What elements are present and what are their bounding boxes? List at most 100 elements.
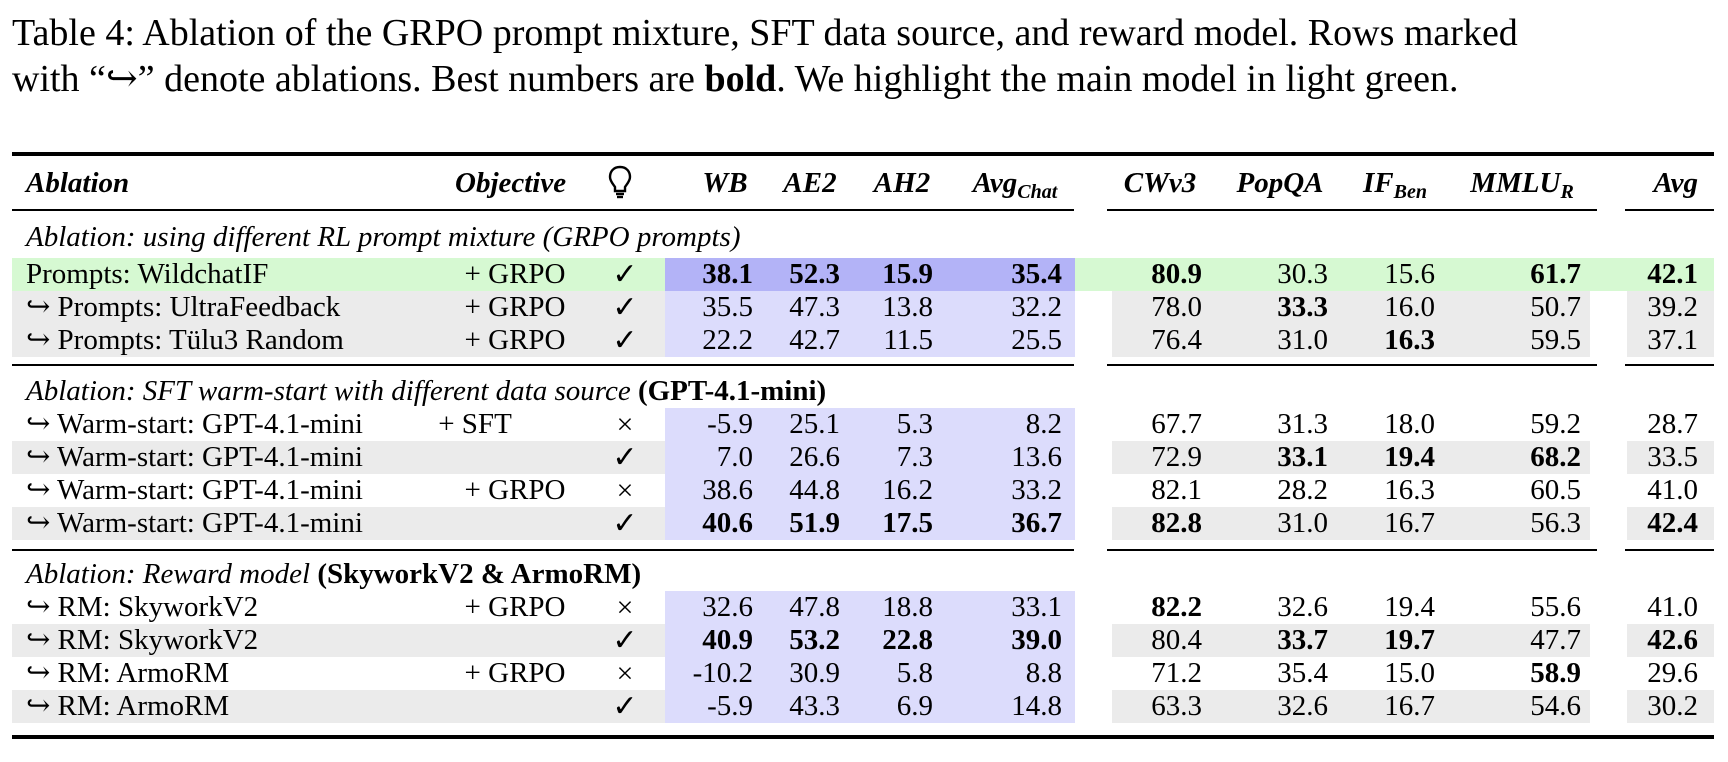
cell-ae2: 26.6 — [789, 441, 840, 473]
column-gap — [1590, 291, 1627, 357]
cell-wb: -10.2 — [692, 657, 753, 689]
cell-mmlur: 59.5 — [1530, 324, 1581, 356]
cell-objective — [440, 507, 590, 540]
cell-avgchat: 8.2 — [1025, 408, 1062, 440]
section-rule — [12, 549, 1074, 551]
cell-popqa: 31.3 — [1277, 408, 1328, 440]
cell-wb: 22.2 — [702, 324, 753, 356]
cell-mmlur: 50.7 — [1530, 291, 1581, 323]
cell-wb: 35.5 — [702, 291, 753, 323]
cell-ifben: 15.6 — [1384, 258, 1435, 290]
cell-ae2: 52.3 — [789, 258, 840, 290]
cell-cwv3: 80.9 — [1151, 258, 1202, 290]
cell-ah2: 15.9 — [882, 258, 933, 290]
header-objective: Objective — [455, 167, 567, 199]
header-rule — [1625, 209, 1714, 211]
cell-avgchat: 32.2 — [1011, 291, 1062, 323]
cell-mmlur: 47.7 — [1530, 624, 1581, 656]
cell-popqa: 31.0 — [1277, 324, 1328, 356]
cell-wb: 7.0 — [716, 441, 753, 473]
cell-objective: + GRPO — [464, 291, 566, 323]
cell-cwv3: 80.4 — [1151, 624, 1202, 656]
cell-avgchat: 13.6 — [1011, 441, 1062, 473]
cell-popqa: 35.4 — [1277, 657, 1328, 689]
header-popqa: PopQA — [1236, 167, 1324, 199]
cell-wb: 40.6 — [702, 507, 753, 539]
cell-avg: 42.6 — [1647, 624, 1698, 656]
header-rule — [12, 209, 1074, 211]
section-heading-rm: Ablation: Reward model (SkyworkV2 & Armo… — [26, 558, 642, 590]
cell-reason: × — [616, 591, 634, 624]
cell-mmlur: 55.6 — [1530, 591, 1581, 623]
cell-avgchat: 36.7 — [1011, 507, 1062, 539]
cell-ifben: 16.3 — [1384, 324, 1435, 356]
cell-objective: + GRPO — [464, 591, 566, 623]
cell-ah2: 17.5 — [882, 507, 933, 539]
cell-ablation: ↪ RM: ArmoRM — [26, 690, 230, 722]
column-gap — [1075, 408, 1112, 540]
cell-objective: + GRPO — [464, 324, 566, 356]
cell-avgchat: 8.8 — [1025, 657, 1062, 689]
cell-avg: 28.7 — [1647, 408, 1698, 440]
section-rule — [12, 364, 1074, 366]
cell-reason: ✓ — [612, 324, 638, 357]
cell-popqa: 33.1 — [1277, 441, 1328, 473]
cell-ae2: 47.8 — [789, 591, 840, 623]
cell-avgchat: 33.1 — [1011, 591, 1062, 623]
header-ae2: AE2 — [783, 167, 837, 199]
header-avg-chat: AvgChat — [972, 167, 1058, 203]
cell-reason: ✓ — [612, 624, 638, 657]
cell-ablation: ↪ Prompts: Tülu3 Random — [26, 324, 344, 356]
cell-cwv3: 63.3 — [1151, 690, 1202, 722]
header-cwv3: CWv3 — [1123, 167, 1197, 199]
cell-ah2: 16.2 — [882, 474, 933, 506]
cell-mmlur: 60.5 — [1530, 474, 1581, 506]
cell-avg: 29.6 — [1647, 657, 1698, 689]
cell-avg: 33.5 — [1647, 441, 1698, 473]
header-ah2: AH2 — [873, 167, 931, 199]
cell-mmlur: 54.6 — [1530, 690, 1581, 722]
cell-ae2: 25.1 — [789, 408, 840, 440]
cell-ablation: ↪ Warm-start: GPT-4.1-mini — [26, 474, 363, 506]
header-ablation: Ablation — [26, 167, 130, 199]
section-rule — [1625, 364, 1714, 366]
cell-ae2: 47.3 — [789, 291, 840, 323]
chat-metrics-band — [665, 291, 1075, 357]
cell-ifben: 15.0 — [1384, 657, 1435, 689]
column-gap — [1590, 591, 1627, 723]
cell-ah2: 13.8 — [882, 291, 933, 323]
cell-ah2: 18.8 — [882, 591, 933, 623]
cell-reason: × — [616, 657, 634, 690]
cell-wb: -5.9 — [707, 408, 753, 440]
cell-reason: ✓ — [612, 258, 638, 291]
cell-avgchat: 25.5 — [1011, 324, 1062, 356]
cell-cwv3: 72.9 — [1151, 441, 1202, 473]
column-gap — [1075, 591, 1112, 723]
cell-ablation: ↪ RM: SkyworkV2 — [26, 624, 259, 656]
cell-ifben: 18.0 — [1384, 408, 1435, 440]
caption-line-2: with “↪” denote ablations. Best numbers … — [12, 58, 1459, 100]
cell-avg: 30.2 — [1647, 690, 1698, 722]
chat-metrics-band — [665, 591, 1075, 723]
chat-metrics-highlight — [665, 258, 1075, 291]
cell-ifben: 19.4 — [1384, 591, 1435, 623]
cell-avg: 37.1 — [1647, 324, 1698, 356]
cell-cwv3: 76.4 — [1151, 324, 1202, 356]
cell-wb: 32.6 — [702, 591, 753, 623]
header-mmlur: MMLUR — [1470, 167, 1574, 203]
caption-line-1: Table 4: Ablation of the GRPO prompt mix… — [12, 12, 1518, 54]
cell-ah2: 22.8 — [882, 624, 933, 656]
cell-ablation: Prompts: WildchatIF — [26, 258, 269, 290]
cell-ablation: ↪ Warm-start: GPT-4.1-mini — [26, 441, 363, 473]
cell-ablation: ↪ Prompts: UltraFeedback — [26, 291, 341, 323]
cell-avg: 42.1 — [1647, 258, 1698, 290]
cell-ah2: 7.3 — [896, 441, 933, 473]
cell-popqa: 32.6 — [1277, 690, 1328, 722]
cell-ae2: 44.8 — [789, 474, 840, 506]
cell-avgchat: 14.8 — [1011, 690, 1062, 722]
cell-mmlur: 59.2 — [1530, 408, 1581, 440]
lightbulb-icon — [608, 158, 648, 208]
cell-popqa: 32.6 — [1277, 591, 1328, 623]
cell-cwv3: 78.0 — [1151, 291, 1202, 323]
cell-popqa: 31.0 — [1277, 507, 1328, 539]
